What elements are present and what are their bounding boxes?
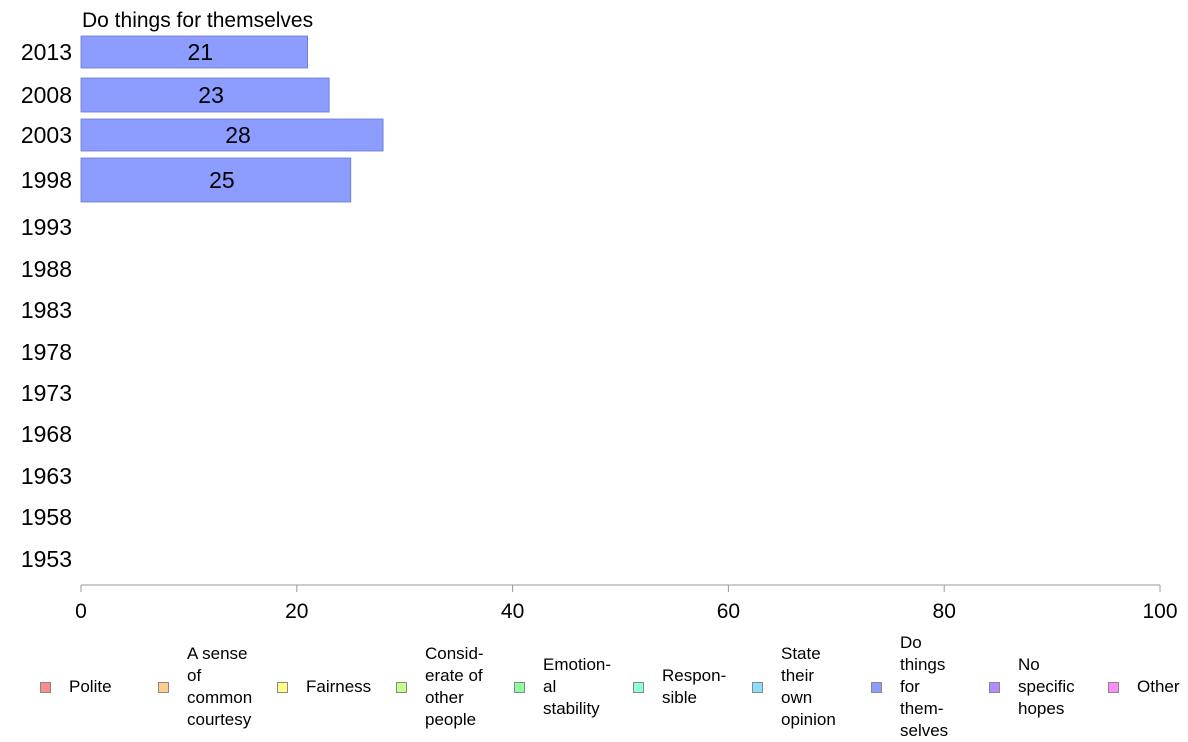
x-tick-label: 0 [75, 600, 87, 623]
y-tick-label: 1963 [21, 463, 72, 489]
legend-swatch [158, 681, 169, 693]
legend-label: Emotion- al stability [543, 655, 612, 718]
x-tick-label: 40 [501, 600, 524, 623]
y-tick-label: 1968 [21, 421, 72, 447]
legend-swatch [277, 681, 288, 693]
y-tick-label: 1993 [21, 214, 72, 240]
legend-label: Other [1137, 677, 1180, 696]
bar-value-label: 21 [187, 39, 213, 65]
legend-swatch [989, 681, 1000, 693]
legend-swatch [1108, 681, 1119, 693]
bar-value-label: 28 [225, 122, 251, 148]
legend-item: A sense of common courtesy [158, 643, 252, 731]
x-tick-label: 100 [1142, 600, 1177, 623]
y-axis-labels: 2013 2008 2003 1998 1993 1988 1983 1978 1973 1968… [21, 39, 72, 572]
legend-label: No specific hopes [1018, 655, 1075, 718]
legend-label: A sense of common courtesy [187, 644, 253, 729]
legend-swatch [871, 681, 882, 693]
bar [80, 118, 384, 152]
legend-item: Do things for them- selves [871, 632, 948, 742]
y-tick-label: 2008 [21, 82, 72, 108]
legend-label: Polite [69, 677, 112, 696]
bar-value-label: 25 [209, 167, 235, 193]
legend-item: Consid- erate of other people [396, 643, 484, 731]
y-tick-label: 2013 [21, 39, 72, 65]
y-tick-label: 1973 [21, 380, 72, 406]
legend-swatch [396, 681, 407, 693]
legend-item: Other [1108, 676, 1180, 698]
legend-swatch [633, 681, 644, 693]
y-tick-label: 1953 [21, 546, 72, 572]
x-axis: 0 20 40 60 80 100 [75, 584, 1178, 623]
y-tick-label: 1978 [21, 339, 72, 365]
legend-item: State their own opinion [752, 643, 836, 731]
legend-label: Fairness [306, 677, 372, 696]
legend-swatch [40, 681, 51, 693]
x-tick-label: 20 [285, 600, 308, 623]
legend-label: Respon- sible [662, 666, 727, 707]
bar [80, 35, 308, 69]
legend-label: Consid- erate of other people [425, 644, 484, 729]
legend-item: Polite [40, 676, 112, 698]
legend-item: Respon- sible [633, 665, 726, 709]
legend-label: State their own opinion [781, 644, 836, 729]
chart-title: Do things for themselves [82, 9, 313, 32]
legend-swatch [514, 681, 525, 693]
x-tick-label: 60 [717, 600, 740, 623]
y-tick-label: 1983 [21, 297, 72, 323]
y-tick-label: 2003 [21, 122, 72, 148]
legend-item: Emotion- al stability [514, 654, 611, 720]
y-tick-label: 1998 [21, 167, 72, 193]
legend-item: No specific hopes [989, 654, 1075, 720]
y-tick-label: 1958 [21, 504, 72, 530]
bar [80, 157, 352, 203]
legend: Polite A sense of common courtesy Fairness… [0, 630, 1188, 740]
bar [80, 77, 330, 113]
legend-label: Do things for them- selves [900, 633, 949, 740]
legend-swatch [752, 681, 763, 693]
x-tick-label: 80 [933, 600, 956, 623]
legend-item: Fairness [277, 676, 371, 698]
y-tick-label: 1988 [21, 256, 72, 282]
bar-value-label: 23 [198, 82, 224, 108]
